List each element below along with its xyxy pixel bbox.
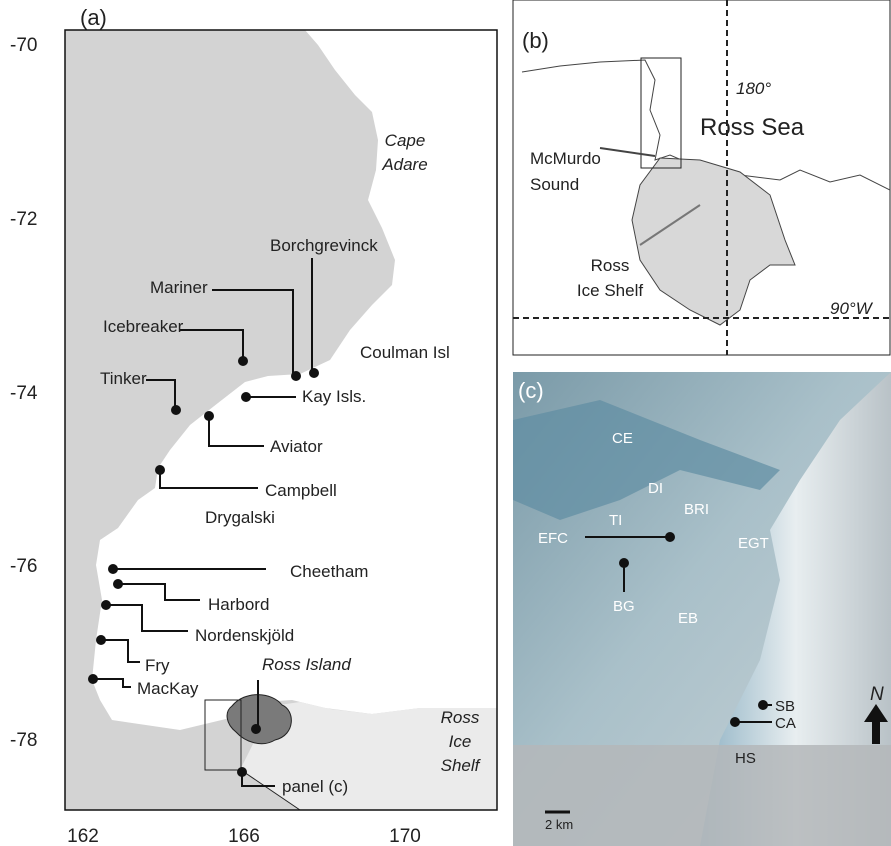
- site-dot: [204, 411, 214, 421]
- leader-line: [101, 639, 140, 663]
- place-label: Coulman Isl: [360, 343, 450, 362]
- panel-label: (c): [518, 378, 544, 403]
- site-dot: [758, 700, 768, 710]
- place-label: Nordenskjöld: [195, 626, 294, 645]
- place-label: Cheetham: [290, 562, 368, 581]
- ice-shelf-strip: [513, 745, 891, 846]
- place-label: MacKay: [137, 679, 199, 698]
- place-label: Drygalski: [205, 508, 275, 527]
- italic-place-label: Adare: [381, 155, 427, 174]
- y-tick-label: -76: [10, 556, 37, 577]
- leader-line: [599, 147, 656, 157]
- italic-place-label: Ice: [449, 732, 472, 751]
- site-dot: [730, 717, 740, 727]
- panel-a-border: [64, 29, 498, 811]
- site-dot: [619, 558, 629, 568]
- mountain: [700, 372, 891, 846]
- italic-place-label: Ross Island: [262, 655, 351, 674]
- place-label: Borchgrevinck: [270, 236, 378, 255]
- parallel-label: 90°W: [830, 299, 874, 318]
- meridian-label: 180°: [736, 79, 771, 98]
- scale-label: 2 km: [545, 817, 573, 832]
- site-dot: [101, 600, 111, 610]
- leader-line: [639, 204, 701, 246]
- leader-line: [106, 604, 188, 632]
- leader-line: [93, 678, 131, 688]
- site-label: CA: [775, 715, 796, 732]
- site-label: EGT: [738, 535, 769, 552]
- leader-line: [159, 470, 258, 489]
- x-tick-label: 162: [67, 826, 99, 846]
- site-dot: [291, 371, 301, 381]
- y-tick-label: -72: [10, 209, 37, 230]
- panel-label: (b): [522, 28, 549, 53]
- y-tick-label: -74: [10, 383, 38, 404]
- site-dot: [237, 767, 247, 777]
- place-label: Campbell: [265, 481, 337, 500]
- site-label: BRI: [684, 501, 709, 518]
- site-dot: [171, 405, 181, 415]
- site-dot: [96, 635, 106, 645]
- site-label: TI: [609, 512, 622, 529]
- panel-label: (a): [80, 5, 107, 30]
- italic-place-label: Shelf: [441, 756, 482, 775]
- coastline: [521, 59, 891, 191]
- site-label: BG: [613, 598, 635, 615]
- site-dot: [309, 368, 319, 378]
- place-label: Fry: [145, 656, 170, 675]
- site-dot: [251, 724, 261, 734]
- site-label: DI: [648, 480, 663, 497]
- y-tick-label: -78: [10, 730, 37, 751]
- inset-box-b: [640, 57, 682, 169]
- place-label: Harbord: [208, 595, 269, 614]
- place-label: Mariner: [150, 278, 208, 297]
- sea-label: Ross Sea: [700, 114, 805, 141]
- site-dot: [113, 579, 123, 589]
- shelf-label: Ice Shelf: [577, 281, 643, 300]
- ross-island: [226, 694, 292, 745]
- x-tick-label: 170: [389, 826, 421, 846]
- sea-ice: [513, 400, 780, 520]
- leader-line: [212, 289, 294, 375]
- site-dot: [241, 392, 251, 402]
- inset-leader: [240, 769, 301, 811]
- site-dot: [88, 674, 98, 684]
- place-label: panel (c): [282, 777, 348, 796]
- site-dot: [155, 465, 165, 475]
- site-label: EB: [678, 610, 698, 627]
- site-label: CE: [612, 430, 633, 447]
- sound-label: Sound: [530, 175, 579, 194]
- site-dot: [108, 564, 118, 574]
- north-label: N: [870, 684, 884, 705]
- place-label: Tinker: [100, 369, 147, 388]
- site-dot: [238, 356, 248, 366]
- shelf-shape: [631, 157, 796, 326]
- sound-label: McMurdo: [530, 149, 601, 168]
- site-dot: [665, 532, 675, 542]
- italic-place-label: Ross: [441, 708, 480, 727]
- place-label: Aviator: [270, 437, 323, 456]
- land: [65, 30, 497, 810]
- site-label: HS: [735, 750, 756, 767]
- leader-line: [118, 583, 200, 601]
- x-tick-label: 166: [228, 826, 260, 846]
- place-label: Icebreaker: [103, 317, 184, 336]
- leader-line: [180, 329, 244, 360]
- italic-place-label: Cape: [385, 131, 426, 150]
- ice-shelf: [240, 702, 497, 810]
- place-label: Kay Isls.: [302, 387, 366, 406]
- y-tick-label: -70: [10, 35, 37, 56]
- inset-box: [204, 699, 242, 771]
- site-label: SB: [775, 698, 795, 715]
- site-label: EFC: [538, 530, 568, 547]
- leader-line: [208, 416, 264, 447]
- north-arrow: [864, 704, 888, 744]
- shelf-label: Ross: [591, 256, 630, 275]
- leader-line: [146, 379, 176, 410]
